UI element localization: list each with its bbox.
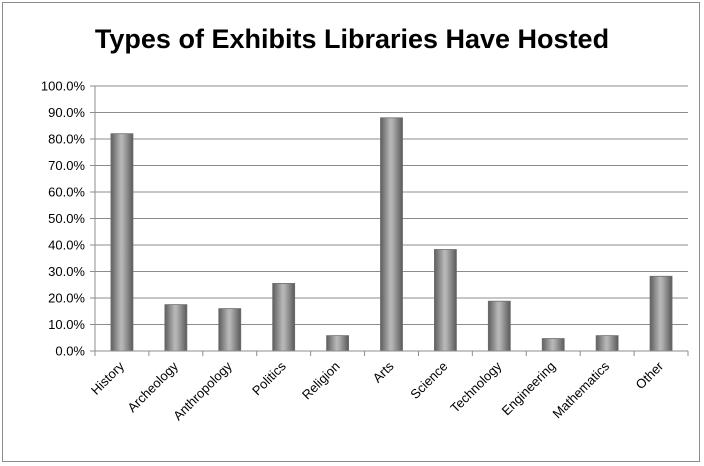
chart-title: Types of Exhibits Libraries Have Hosted [94,24,610,54]
x-tick-label: Arts [370,358,397,385]
y-tick-label: 100.0% [41,79,86,94]
y-tick-label: 50.0% [48,211,85,226]
y-tick-label: 60.0% [48,185,85,200]
bar-technology [487,300,511,352]
x-tick-label: History [88,358,128,398]
y-tick-label: 0.0% [55,344,85,359]
bar-religion [326,335,349,352]
bar-mathematics [595,335,619,352]
x-tick-label: Mathematics [550,358,613,421]
y-tick-label: 80.0% [48,132,85,147]
bar-anthropology [218,308,242,352]
bar-archeology [164,304,188,352]
x-tick-label: Religion [299,359,343,403]
y-tick-label: 90.0% [48,105,85,120]
bar-history [110,133,134,352]
x-tick-label: Science [407,359,450,402]
y-tick-label: 30.0% [48,264,85,279]
axes [94,86,688,352]
x-tick-label: Anthropology [170,358,235,423]
y-tick-label: 10.0% [48,317,85,332]
y-tick-label: 40.0% [48,238,85,253]
x-tick-label: Technology [447,358,504,415]
y-axis-ticks: 0.0% 10.0% 20.0% 30.0% 40.0% 50.0% 60.0% 70.0% 8… [41,79,95,359]
x-tick-label: Politics [249,358,289,398]
x-tick-label: Other [633,358,667,392]
bar-politics [272,283,296,352]
y-tick-label: 20.0% [48,291,85,306]
bar-arts [380,117,403,352]
bar-engineering [541,338,565,352]
x-tick-label: Archeology [124,358,181,415]
bar-other [649,275,673,352]
y-tick-label: 70.0% [48,158,85,173]
bars [110,117,673,352]
bar-science [434,249,457,352]
x-tick-label: Engineering [499,359,559,419]
